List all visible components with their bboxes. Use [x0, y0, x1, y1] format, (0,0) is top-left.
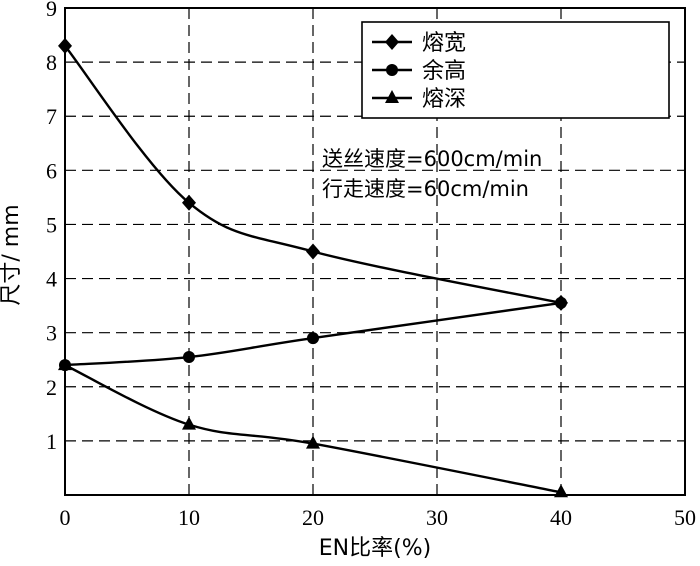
- y-tick-label: 4: [46, 267, 57, 292]
- data-point-diamond: [58, 37, 72, 54]
- data-point-circle: [183, 351, 195, 364]
- legend-marker-triangle: [385, 90, 399, 103]
- y-tick-label: 8: [46, 50, 57, 75]
- x-tick-label: 10: [178, 505, 200, 530]
- x-tick-label: 30: [426, 505, 448, 530]
- legend-label: 余高: [422, 59, 466, 84]
- annotation-travel-speed: 行走速度=60cm/min: [322, 177, 529, 201]
- x-tick-label: 40: [550, 505, 572, 530]
- series-line-triangle: [64, 364, 562, 494]
- y-tick-label: 3: [46, 321, 57, 346]
- x-tick-label: 50: [674, 505, 696, 530]
- data-point-circle: [555, 296, 567, 309]
- data-point-triangle: [554, 484, 568, 498]
- legend-marker-circle: [386, 64, 398, 76]
- legend-label: 熔深: [422, 87, 466, 112]
- x-tick-label: 20: [302, 505, 324, 530]
- y-tick-label: 2: [46, 375, 57, 400]
- series-line-diamond: [64, 45, 562, 305]
- tick-labels: 0 10 20 30 40 50 1 2 3 4 5 6 7 8 9: [46, 0, 696, 530]
- y-tick-label: 1: [46, 429, 57, 454]
- y-tick-label: 7: [46, 104, 57, 129]
- data-point-circle: [307, 332, 319, 345]
- annotation-feed-speed: 送丝速度=600cm/min: [322, 147, 542, 171]
- data-point-triangle: [182, 416, 196, 430]
- legend-box: [361, 21, 670, 119]
- series-line-circle: [64, 301, 562, 367]
- plot-frame: [64, 7, 686, 496]
- data-point-diamond: [306, 243, 320, 260]
- y-axis-title: 尺寸/ mm: [0, 204, 24, 305]
- series-layer: [58, 37, 568, 498]
- legend-label: 熔宽: [422, 31, 466, 56]
- x-axis-title: EN比率(%): [319, 536, 431, 561]
- x-tick-label: 0: [60, 505, 71, 530]
- data-point-triangle: [58, 357, 72, 371]
- y-tick-label: 5: [46, 212, 57, 237]
- legend-marker-diamond: [385, 34, 399, 50]
- y-tick-label: 9: [46, 0, 57, 21]
- data-point-diamond: [182, 194, 196, 211]
- data-point-triangle: [306, 435, 320, 449]
- y-tick-label: 6: [46, 158, 57, 183]
